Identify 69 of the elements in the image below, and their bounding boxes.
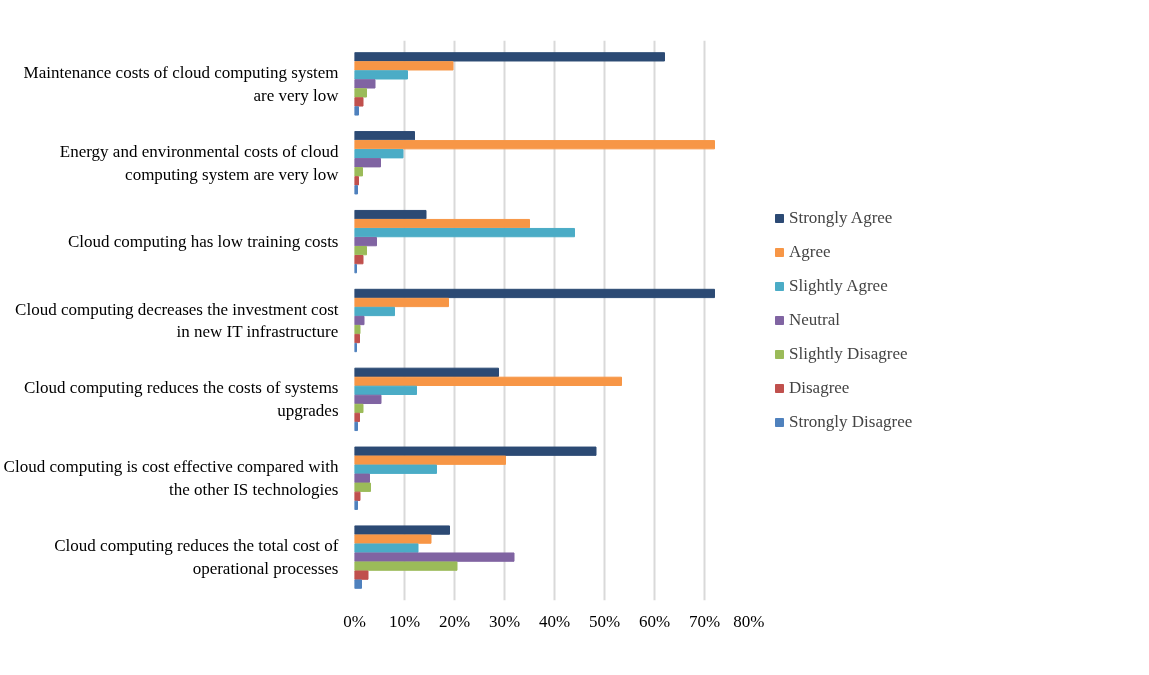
legend-label: Strongly Agree: [789, 208, 893, 228]
bar: [354, 70, 408, 80]
legend-label: Neutral: [789, 310, 840, 330]
bar: [354, 236, 377, 247]
bar: [354, 158, 381, 168]
bar: [354, 579, 362, 589]
bar: [354, 209, 427, 220]
y-tick-label: Cloud computing reduces the costs of systems upgrades: [24, 378, 339, 421]
bar: [354, 176, 359, 186]
bar: [354, 367, 499, 377]
bar: [354, 464, 437, 474]
bar: [354, 543, 419, 553]
bar: [354, 455, 506, 465]
bar: [354, 534, 432, 544]
bar: [354, 149, 404, 159]
bar: [354, 185, 358, 195]
y-tick-label: Cloud computing is cost effective compared with the other IS technologies: [3, 457, 339, 500]
bar: [354, 482, 371, 492]
bar: [354, 394, 382, 405]
y-tick-label: Cloud computing reduces the total cost of operational processes: [54, 536, 339, 579]
x-tick-label: 30%: [488, 611, 521, 631]
legend-label: Slightly Agree: [789, 276, 888, 296]
bar: [354, 315, 365, 326]
bar: [354, 500, 358, 510]
x-tick-label: 70%: [688, 611, 721, 631]
bar: [354, 79, 376, 89]
y-tick-label: Energy and environmental costs of cloud computing system are very low: [59, 141, 340, 184]
x-tick-label: 10%: [388, 611, 421, 631]
bar: [354, 218, 530, 229]
x-tick-label: 80%: [733, 611, 765, 631]
x-tick-label: 20%: [438, 611, 471, 631]
bar: [354, 552, 515, 562]
x-tick-label: 50%: [588, 611, 621, 631]
legend-label: Strongly Disagree: [789, 412, 913, 432]
legend-label: Agree: [789, 242, 831, 262]
bar: [354, 473, 370, 483]
bar: [354, 446, 597, 456]
y-tick-label: Cloud computing has low training costs: [67, 232, 339, 252]
bar: [354, 324, 361, 335]
bar: [354, 333, 360, 344]
y-tick-label: Maintenance costs of cloud computing system are very low: [23, 62, 340, 105]
bar: [354, 376, 622, 386]
legend-label: Slightly Disagree: [789, 344, 908, 364]
x-tick-label: 40%: [538, 611, 571, 631]
bar: [354, 306, 395, 317]
bar: [354, 167, 363, 177]
bar: [354, 140, 715, 150]
legend-label: Disagree: [789, 378, 850, 398]
bar: [354, 88, 367, 98]
bar: [354, 385, 417, 396]
x-tick-label: 60%: [638, 611, 671, 631]
bar: [354, 288, 715, 299]
bar: [354, 403, 364, 414]
bar: [354, 525, 450, 535]
bar: [354, 97, 364, 107]
bar: [354, 570, 369, 580]
y-tick-label: Cloud computing decreases the investment cost in new IT infrastructure: [15, 299, 339, 342]
bar: [354, 412, 360, 423]
bar: [354, 245, 367, 256]
bar: [354, 491, 361, 501]
bar: [354, 106, 359, 116]
bar: [354, 61, 454, 71]
x-tick-label: 0%: [343, 611, 366, 631]
bar: [354, 561, 458, 571]
bar: [354, 131, 415, 141]
bar: [354, 52, 665, 62]
bar: [354, 227, 575, 238]
bar: [354, 297, 449, 308]
bar: [354, 255, 364, 265]
